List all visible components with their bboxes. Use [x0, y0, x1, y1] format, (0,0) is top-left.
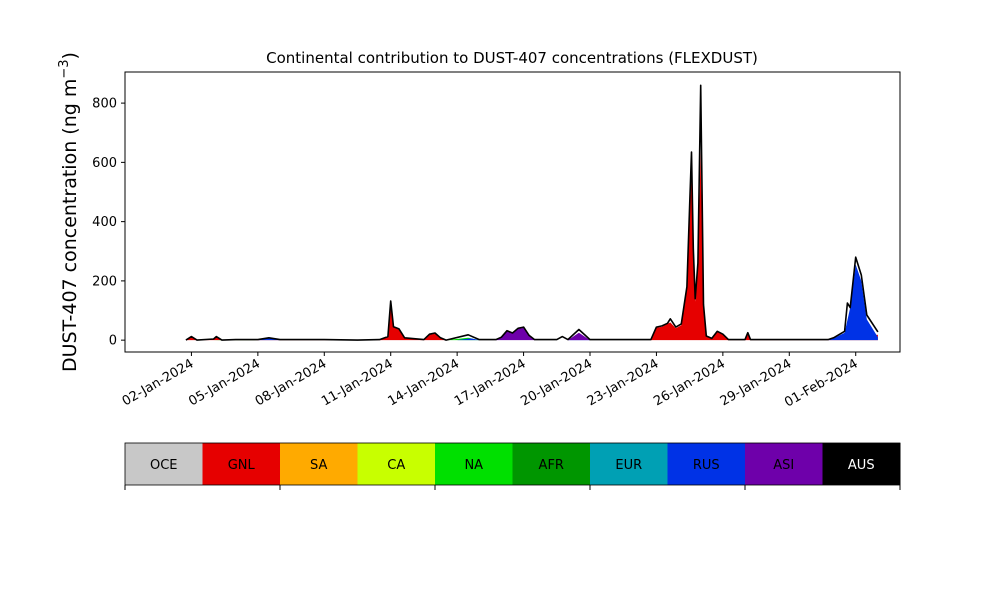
x-tick-label: 26-Jan-2024: [651, 356, 728, 409]
y-tick-label: 200: [92, 274, 117, 289]
series-area-asi: [495, 327, 590, 341]
y-axis-title-text: DUST-407 concentration (ng m: [59, 79, 81, 372]
legend-swatch-ca: [357, 443, 436, 485]
y-axis-unit-exponent: −3: [57, 59, 72, 78]
y-axis: 0 200 400 600 800: [92, 97, 125, 349]
y-tick-label: 400: [92, 215, 117, 230]
legend-label-eur: EUR: [615, 458, 642, 473]
x-tick-label: 20-Jan-2024: [518, 356, 595, 409]
legend-label-afr: AFR: [539, 458, 564, 473]
region-colorbar-legend: OCE GNL SA CA NA AFR EUR RUS ASI AUS: [124, 442, 901, 490]
x-tick-label: 02-Jan-2024: [120, 356, 197, 409]
legend-swatch-rus: [667, 443, 746, 485]
legend-label-rus: RUS: [693, 458, 720, 473]
legend-swatch-gnl: [202, 443, 281, 485]
legend-label-na: NA: [464, 458, 483, 473]
legend-swatch-asi: [745, 443, 823, 485]
total-series-line: [185, 84, 879, 341]
x-tick-label: 05-Jan-2024: [186, 356, 263, 409]
legend-swatch-oce: [125, 443, 203, 485]
y-axis-title-close: ): [59, 52, 81, 59]
legend-swatch-eur: [590, 443, 668, 485]
plot-frame: [124, 71, 901, 353]
legend-swatch-na: [435, 443, 513, 485]
y-axis-title: DUST-407 concentration (ng m−3): [57, 52, 81, 372]
x-tick-label: 08-Jan-2024: [253, 356, 330, 409]
chart-title: Continental contribution to DUST-407 con…: [266, 49, 758, 67]
x-tick-label: 17-Jan-2024: [452, 356, 529, 409]
x-tick-label: 01-Feb-2024: [782, 356, 861, 410]
legend-label-oce: OCE: [150, 458, 178, 473]
x-tick-label: 11-Jan-2024: [319, 356, 396, 409]
x-tick-label: 14-Jan-2024: [386, 356, 463, 409]
legend-label-aus: AUS: [848, 458, 875, 473]
y-tick-label: 800: [92, 97, 117, 112]
legend-label-asi: ASI: [773, 458, 794, 473]
series-area-rus: [257, 264, 878, 341]
x-tick-label: 23-Jan-2024: [585, 356, 662, 409]
legend-swatch-aus: [822, 443, 901, 485]
legend-swatch-afr: [512, 443, 591, 485]
legend-label-ca: CA: [387, 458, 405, 473]
legend-swatch-sa: [280, 443, 358, 485]
x-axis: 02-Jan-202405-Jan-202408-Jan-202411-Jan-…: [120, 352, 861, 410]
y-tick-label: 600: [92, 156, 117, 171]
x-tick-label: 29-Jan-2024: [718, 356, 795, 409]
y-tick-label: 0: [109, 334, 117, 349]
legend-label-sa: SA: [310, 458, 327, 473]
legend-label-gnl: GNL: [228, 458, 256, 473]
total-line-layer: [185, 84, 879, 341]
stacked-area-layer: [185, 150, 878, 341]
series-area-gnl: [185, 150, 878, 341]
legend-frame: [124, 442, 901, 486]
